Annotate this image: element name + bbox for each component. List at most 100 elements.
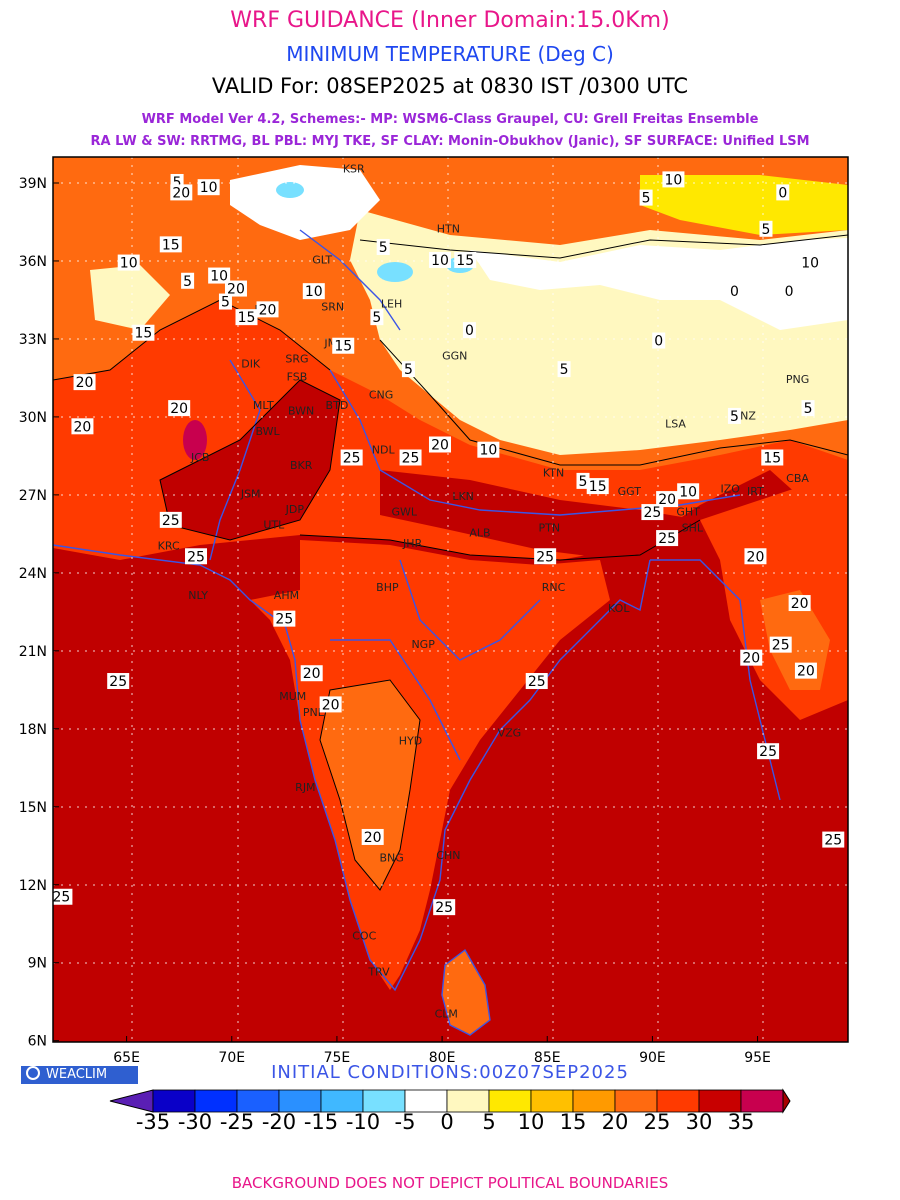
city-label: RNC <box>542 581 566 594</box>
lat-label: 30N <box>19 410 47 426</box>
contour-label: 20 <box>168 400 191 417</box>
lat-label: 36N <box>19 254 47 270</box>
contour-label: 25 <box>769 636 792 654</box>
colorbar-swatch <box>572 1089 616 1113</box>
colorbar-swatch <box>740 1089 784 1113</box>
svg-text:5: 5 <box>762 222 771 238</box>
sri-lanka-field <box>442 950 490 1035</box>
city-label: CBA <box>786 472 809 485</box>
contour-label: 20 <box>794 662 817 680</box>
city-label: KRC <box>158 539 180 552</box>
contour-label: 5 <box>576 472 590 490</box>
svg-text:5: 5 <box>579 474 588 490</box>
city-label: ALB <box>469 526 490 539</box>
svg-text:25: 25 <box>402 450 420 466</box>
city-label: BTD <box>326 399 349 412</box>
lon-label: 90E <box>639 1050 666 1066</box>
logo-text: WEACLIM <box>46 1067 108 1082</box>
hot-patch <box>183 420 207 460</box>
coastline-east <box>650 559 781 801</box>
city-label: JCB <box>190 451 209 464</box>
colorbar-tick-label: 10 <box>517 1110 545 1134</box>
svg-text:10: 10 <box>120 256 138 272</box>
city-label: BWN <box>288 404 314 417</box>
contour-label: 5 <box>759 220 773 238</box>
city-label: MUM <box>279 690 306 703</box>
city-label: BWL <box>255 425 280 438</box>
lon-label: 70E <box>218 1050 245 1066</box>
colorbar-tick-label: -35 <box>135 1110 171 1134</box>
lat-label: 21N <box>19 644 47 660</box>
svg-text:25: 25 <box>759 744 777 760</box>
city-label: JHR <box>402 537 423 550</box>
contour-label: 25 <box>340 449 363 466</box>
colorbar-tick-label: -20 <box>261 1110 297 1134</box>
contour-label: 0 <box>462 322 476 339</box>
city-label: GLT <box>312 254 332 267</box>
contour-label: 15 <box>159 236 182 253</box>
city-label: DIK <box>241 358 261 371</box>
lat-label: 24N <box>19 566 47 582</box>
contour-label: 25 <box>822 831 845 849</box>
contour-label: 5 <box>557 361 571 378</box>
contour-label: 5 <box>801 400 815 417</box>
contour-label: 5 <box>181 272 195 290</box>
city-label: BKR <box>290 459 313 472</box>
state-line <box>330 639 461 761</box>
lat-label: 12N <box>19 878 47 894</box>
contour-label: 20 <box>788 595 811 612</box>
lat-label: 15N <box>19 800 47 816</box>
contour-label: 25 <box>159 511 182 529</box>
colorbar-swatch <box>656 1089 700 1113</box>
colorbar-tick-label: -15 <box>303 1110 339 1134</box>
colorbar <box>109 1088 791 1114</box>
svg-text:5: 5 <box>730 409 739 425</box>
contour-label: 20 <box>361 828 384 846</box>
initial-conditions: INITIAL CONDITIONS:00Z07SEP2025 <box>271 1062 629 1083</box>
city-label: GHT <box>676 506 700 519</box>
contour-label: 15 <box>586 478 609 495</box>
cold-field <box>470 238 848 330</box>
colorbar-tick-label: 20 <box>601 1110 629 1134</box>
svg-text:25: 25 <box>343 450 361 466</box>
contour-label: 20 <box>656 491 679 508</box>
colorbar-tick-label: -10 <box>345 1110 381 1134</box>
city-label: KTN <box>543 467 564 480</box>
city-label: IZO <box>720 482 740 495</box>
lon-label: 65E <box>113 1050 140 1066</box>
contour-label: 5 <box>370 309 384 326</box>
city-label: JDP <box>285 503 305 516</box>
city-label: PNG <box>786 373 809 386</box>
svg-text:15: 15 <box>238 310 256 326</box>
colorbar-swatch <box>404 1089 448 1113</box>
svg-text:10: 10 <box>679 484 697 500</box>
contour-label: 25 <box>185 548 208 565</box>
city-label: HYD <box>399 734 422 747</box>
colorbar-swatch <box>614 1089 658 1113</box>
map-frame <box>52 156 849 1043</box>
lat-label: 27N <box>19 488 47 504</box>
colorbar-high-arrow <box>782 1088 791 1114</box>
city-label: IRT <box>747 485 764 498</box>
svg-text:10: 10 <box>431 253 449 269</box>
grid-lines <box>53 157 848 1042</box>
deccan-field <box>320 680 420 890</box>
weaclim-logo: WEACLIM <box>21 1066 138 1084</box>
afghan-field <box>90 265 170 330</box>
contour-label: 20 <box>744 548 767 565</box>
svg-text:10: 10 <box>305 284 323 300</box>
city-label: CNG <box>369 389 393 402</box>
west-border <box>209 359 261 561</box>
colorbar-swatch <box>488 1089 532 1113</box>
svg-text:25: 25 <box>528 674 546 690</box>
svg-text:15: 15 <box>135 326 153 342</box>
colorbar-swatch <box>530 1089 574 1113</box>
city-label: VZG <box>498 727 522 740</box>
svg-text:10: 10 <box>801 256 819 272</box>
lon-label: 95E <box>744 1050 771 1066</box>
svg-text:25: 25 <box>658 531 676 547</box>
valid-time: VALID For: 08SEP2025 at 0830 IST /0300 U… <box>211 74 689 98</box>
svg-text:0: 0 <box>730 284 739 300</box>
